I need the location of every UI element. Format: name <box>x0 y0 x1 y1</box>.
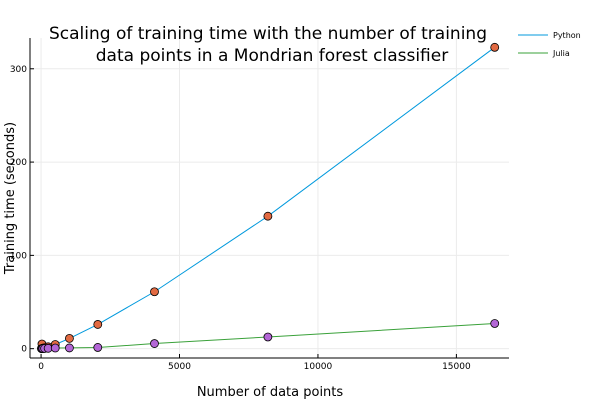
julia-data-point <box>150 339 159 348</box>
plot-area <box>37 42 500 354</box>
python-data-point <box>490 42 500 52</box>
tick-labels: 0 5000 10000 15000 0 100 200 300 <box>10 65 471 372</box>
julia-data-point <box>50 343 60 353</box>
python-data-point <box>93 320 103 329</box>
x-axis-label: Number of data points <box>197 385 344 400</box>
axes <box>29 38 509 359</box>
grid-lines <box>30 38 509 358</box>
x-tick-label: 5000 <box>168 362 191 372</box>
y-axis-label: Training time (seconds) <box>3 122 18 275</box>
x-tick-label: 15000 <box>442 362 471 372</box>
julia-data-point <box>93 343 103 352</box>
y-tick-label: 100 <box>10 251 27 261</box>
python-data-point <box>263 211 273 221</box>
julia-data-point <box>65 343 74 353</box>
chart-title-line-2: data points in a Mondrian forest classif… <box>96 46 448 66</box>
legend-julia-label: Julia <box>552 49 570 58</box>
legend-python-label: Python <box>553 31 581 40</box>
python-data-point <box>150 287 159 297</box>
y-tick-label: 0 <box>21 345 27 355</box>
python-series-line <box>41 46 496 349</box>
y-tick-label: 200 <box>10 158 27 168</box>
chart-title-line-1: Scaling of training time with the number… <box>49 24 487 44</box>
x-tick-label: 10000 <box>304 362 333 372</box>
legend: Python Julia <box>518 31 581 58</box>
python-data-point <box>65 334 74 343</box>
x-tick-label: 0 <box>38 362 44 372</box>
julia-data-point <box>263 332 273 342</box>
y-tick-label: 300 <box>10 65 27 75</box>
julia-data-point <box>490 319 500 328</box>
